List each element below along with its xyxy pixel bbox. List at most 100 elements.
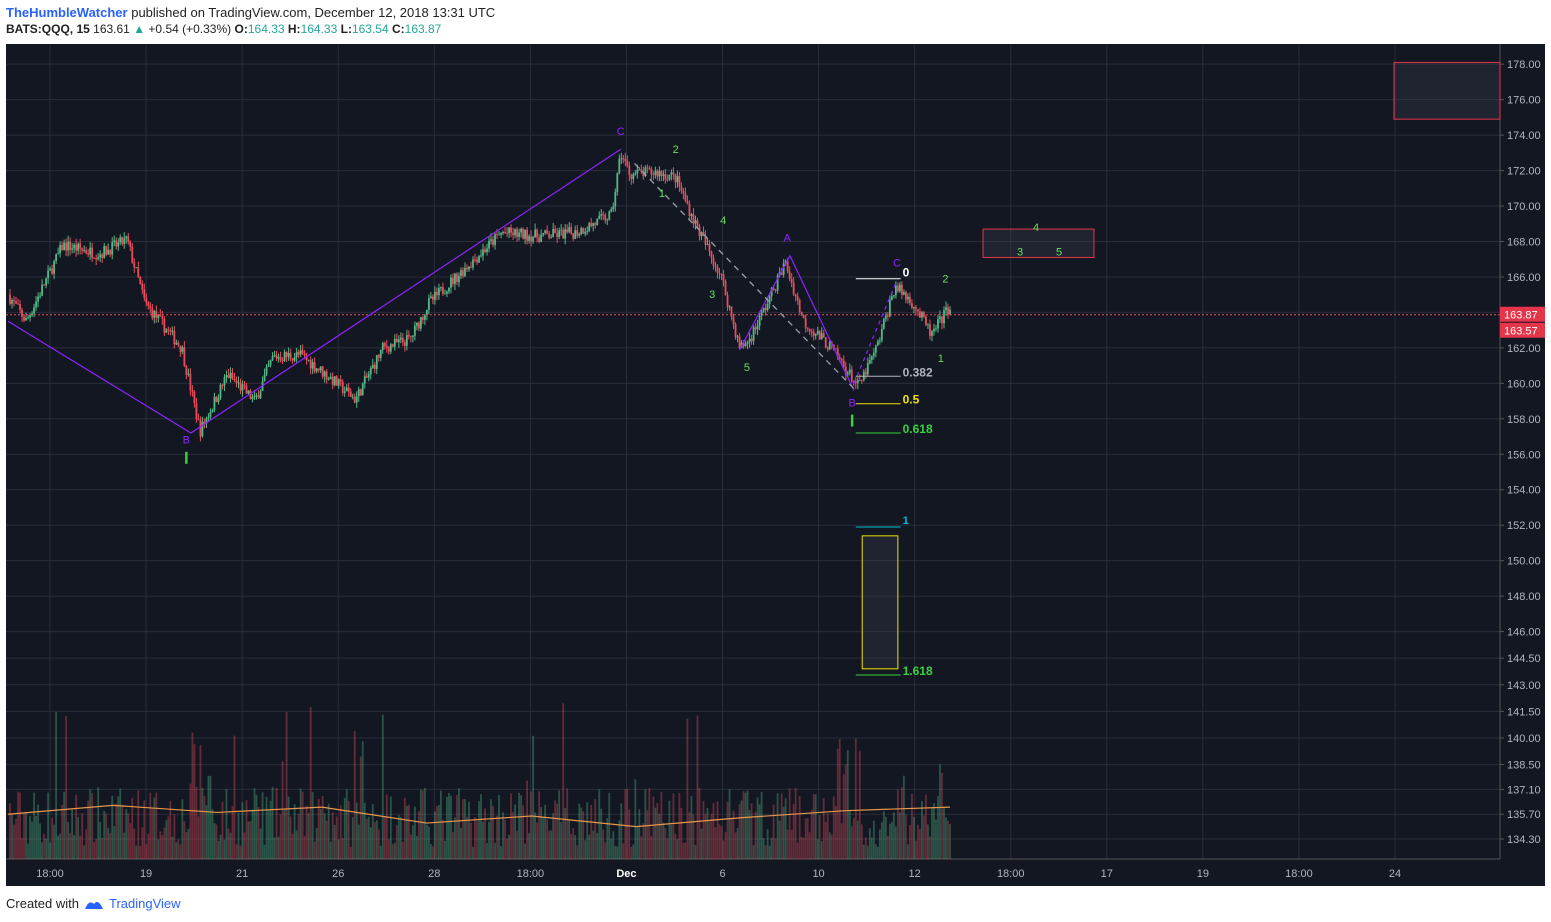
candle-body — [628, 165, 631, 176]
volume-bar — [458, 788, 460, 859]
candle-body — [690, 214, 693, 216]
volume-bar — [315, 828, 318, 859]
candle-body — [267, 365, 270, 367]
volume-bar — [748, 810, 751, 859]
volume-bar — [506, 838, 508, 859]
y-tick-label: 166.00 — [1507, 272, 1541, 284]
x-tick-label: 18:00 — [1285, 868, 1313, 880]
candle-body — [510, 227, 512, 233]
candle-body — [858, 379, 861, 381]
volume-bar — [427, 826, 430, 859]
tradingview-brand[interactable]: TradingView — [108, 896, 181, 911]
volume-bar — [409, 834, 412, 859]
candle-body — [171, 330, 174, 332]
candle-body — [840, 359, 843, 361]
candle-body — [676, 176, 679, 183]
volume-bar — [211, 808, 214, 859]
candle-body — [836, 348, 839, 358]
candle-body — [317, 368, 320, 371]
volume-bar — [165, 820, 168, 859]
volume-bar — [798, 795, 801, 859]
volume-bar — [399, 816, 402, 859]
low-label: L: — [340, 22, 352, 36]
volume-bar — [854, 738, 857, 859]
candle-body — [450, 277, 452, 288]
volume-bar — [143, 800, 146, 859]
volume-bar — [385, 794, 388, 859]
volume-bar — [925, 794, 927, 859]
author-link[interactable]: TheHumbleWatcher — [6, 5, 128, 20]
volume-bar — [502, 812, 504, 859]
candle-body — [209, 412, 212, 417]
open-label: O: — [234, 22, 248, 36]
volume-bar — [776, 793, 779, 859]
volume-bar — [874, 844, 877, 859]
volume-bar — [369, 827, 372, 859]
candle-body — [442, 287, 444, 295]
volume-bar — [444, 840, 446, 859]
candle-body — [937, 319, 939, 329]
price-chart[interactable]: 178.00 176.00 174.00 172.00 170.00 168.00 166.… — [6, 44, 1545, 886]
candle-body — [281, 360, 284, 361]
candle-body — [872, 352, 875, 357]
volume-bar — [153, 797, 156, 859]
volume-bar — [291, 833, 294, 859]
volume-bar — [432, 846, 434, 859]
candle-body — [125, 236, 128, 239]
volume-bar — [522, 805, 524, 859]
volume-bar — [700, 828, 703, 859]
candle-body — [315, 368, 318, 372]
volume-bar — [796, 842, 799, 859]
high-label: H: — [287, 22, 301, 36]
candle-body — [99, 254, 102, 258]
candle-body — [878, 340, 881, 342]
volume-bar — [448, 793, 450, 859]
volume-bar — [892, 812, 895, 859]
candle-body — [925, 316, 927, 325]
candle-body — [311, 362, 314, 369]
volume-bar — [47, 792, 49, 859]
candle-body — [165, 329, 168, 333]
candle-body — [756, 325, 759, 330]
volume-bar — [864, 837, 867, 859]
low-value: 163.54 — [351, 22, 389, 36]
candle-body — [796, 296, 799, 301]
candle-body — [822, 333, 825, 338]
candle-body — [604, 214, 607, 221]
candle-body — [598, 215, 601, 219]
candle-body — [718, 273, 721, 274]
volume-bar — [620, 803, 623, 859]
volume-bar — [339, 805, 342, 859]
volume-bar — [299, 788, 302, 859]
volume-bar — [468, 801, 470, 859]
volume-bar — [436, 806, 438, 859]
wave-label: 3 — [709, 289, 715, 301]
volume-bar — [610, 838, 613, 859]
x-tick-label: 19 — [1197, 868, 1209, 880]
candle-body — [452, 277, 454, 284]
volume-bar — [947, 820, 949, 859]
candle-body — [247, 390, 250, 394]
volume-bar — [836, 748, 839, 859]
volume-bar — [421, 790, 424, 859]
candle-body — [265, 366, 268, 375]
close-label: C: — [391, 22, 405, 36]
candle-body — [131, 246, 134, 263]
volume-bar — [648, 788, 651, 859]
candle-body — [257, 395, 260, 399]
candle-body — [389, 344, 392, 352]
candle-body — [217, 398, 220, 402]
volume-bar — [189, 783, 192, 859]
candle-body — [432, 296, 434, 300]
candle-body — [498, 234, 500, 236]
candle-body — [425, 309, 428, 316]
volume-bar — [251, 809, 254, 859]
candle-body — [929, 324, 931, 336]
candle-body — [522, 228, 524, 239]
volume-bar — [389, 796, 392, 859]
candle-body — [514, 229, 516, 236]
volume-bar — [462, 799, 464, 859]
candle-body — [780, 272, 783, 275]
candle-body — [173, 330, 176, 345]
candle-body — [947, 307, 949, 315]
